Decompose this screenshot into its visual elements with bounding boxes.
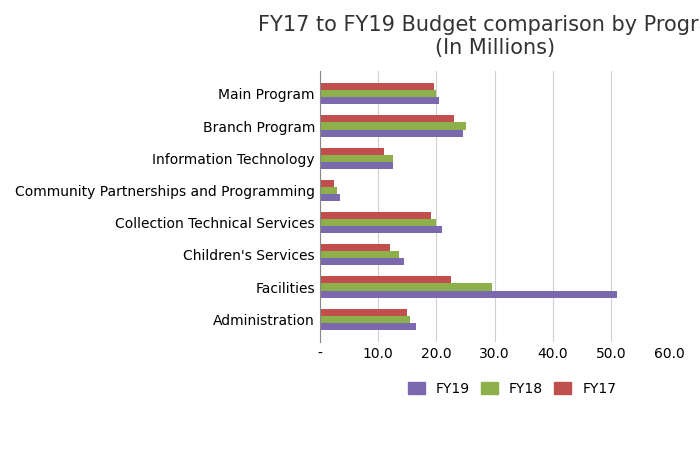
Bar [320,129,463,137]
Bar [320,83,433,90]
Bar [320,187,337,194]
Bar [320,123,466,129]
Bar [320,308,407,316]
Bar [320,226,442,233]
Bar [320,290,617,298]
Bar [320,258,405,266]
Bar [320,244,390,251]
Bar [320,212,430,219]
Bar [320,90,436,97]
Bar [320,155,393,162]
Bar [320,284,492,290]
Bar [320,162,393,169]
Bar [320,276,451,284]
Bar [320,316,410,323]
Bar [320,323,416,330]
Bar [320,97,440,105]
Bar [320,219,436,226]
Bar [320,180,335,187]
Bar [320,147,384,155]
Title: FY17 to FY19 Budget comparison by Program
(In Millions): FY17 to FY19 Budget comparison by Progra… [258,15,700,58]
Bar [320,115,454,123]
Legend: FY19, FY18, FY17: FY19, FY18, FY17 [402,376,622,401]
Bar [320,251,398,258]
Bar [320,194,340,201]
